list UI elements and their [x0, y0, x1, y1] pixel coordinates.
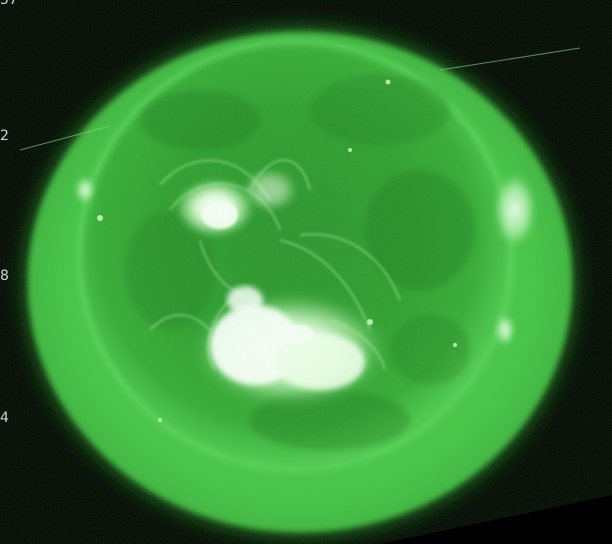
axis-tick-label: 8: [0, 268, 9, 284]
axis-tick-label: 4: [0, 410, 9, 426]
axis-tick-label: 57: [0, 0, 18, 8]
axis-tick-label: 2: [0, 128, 9, 144]
